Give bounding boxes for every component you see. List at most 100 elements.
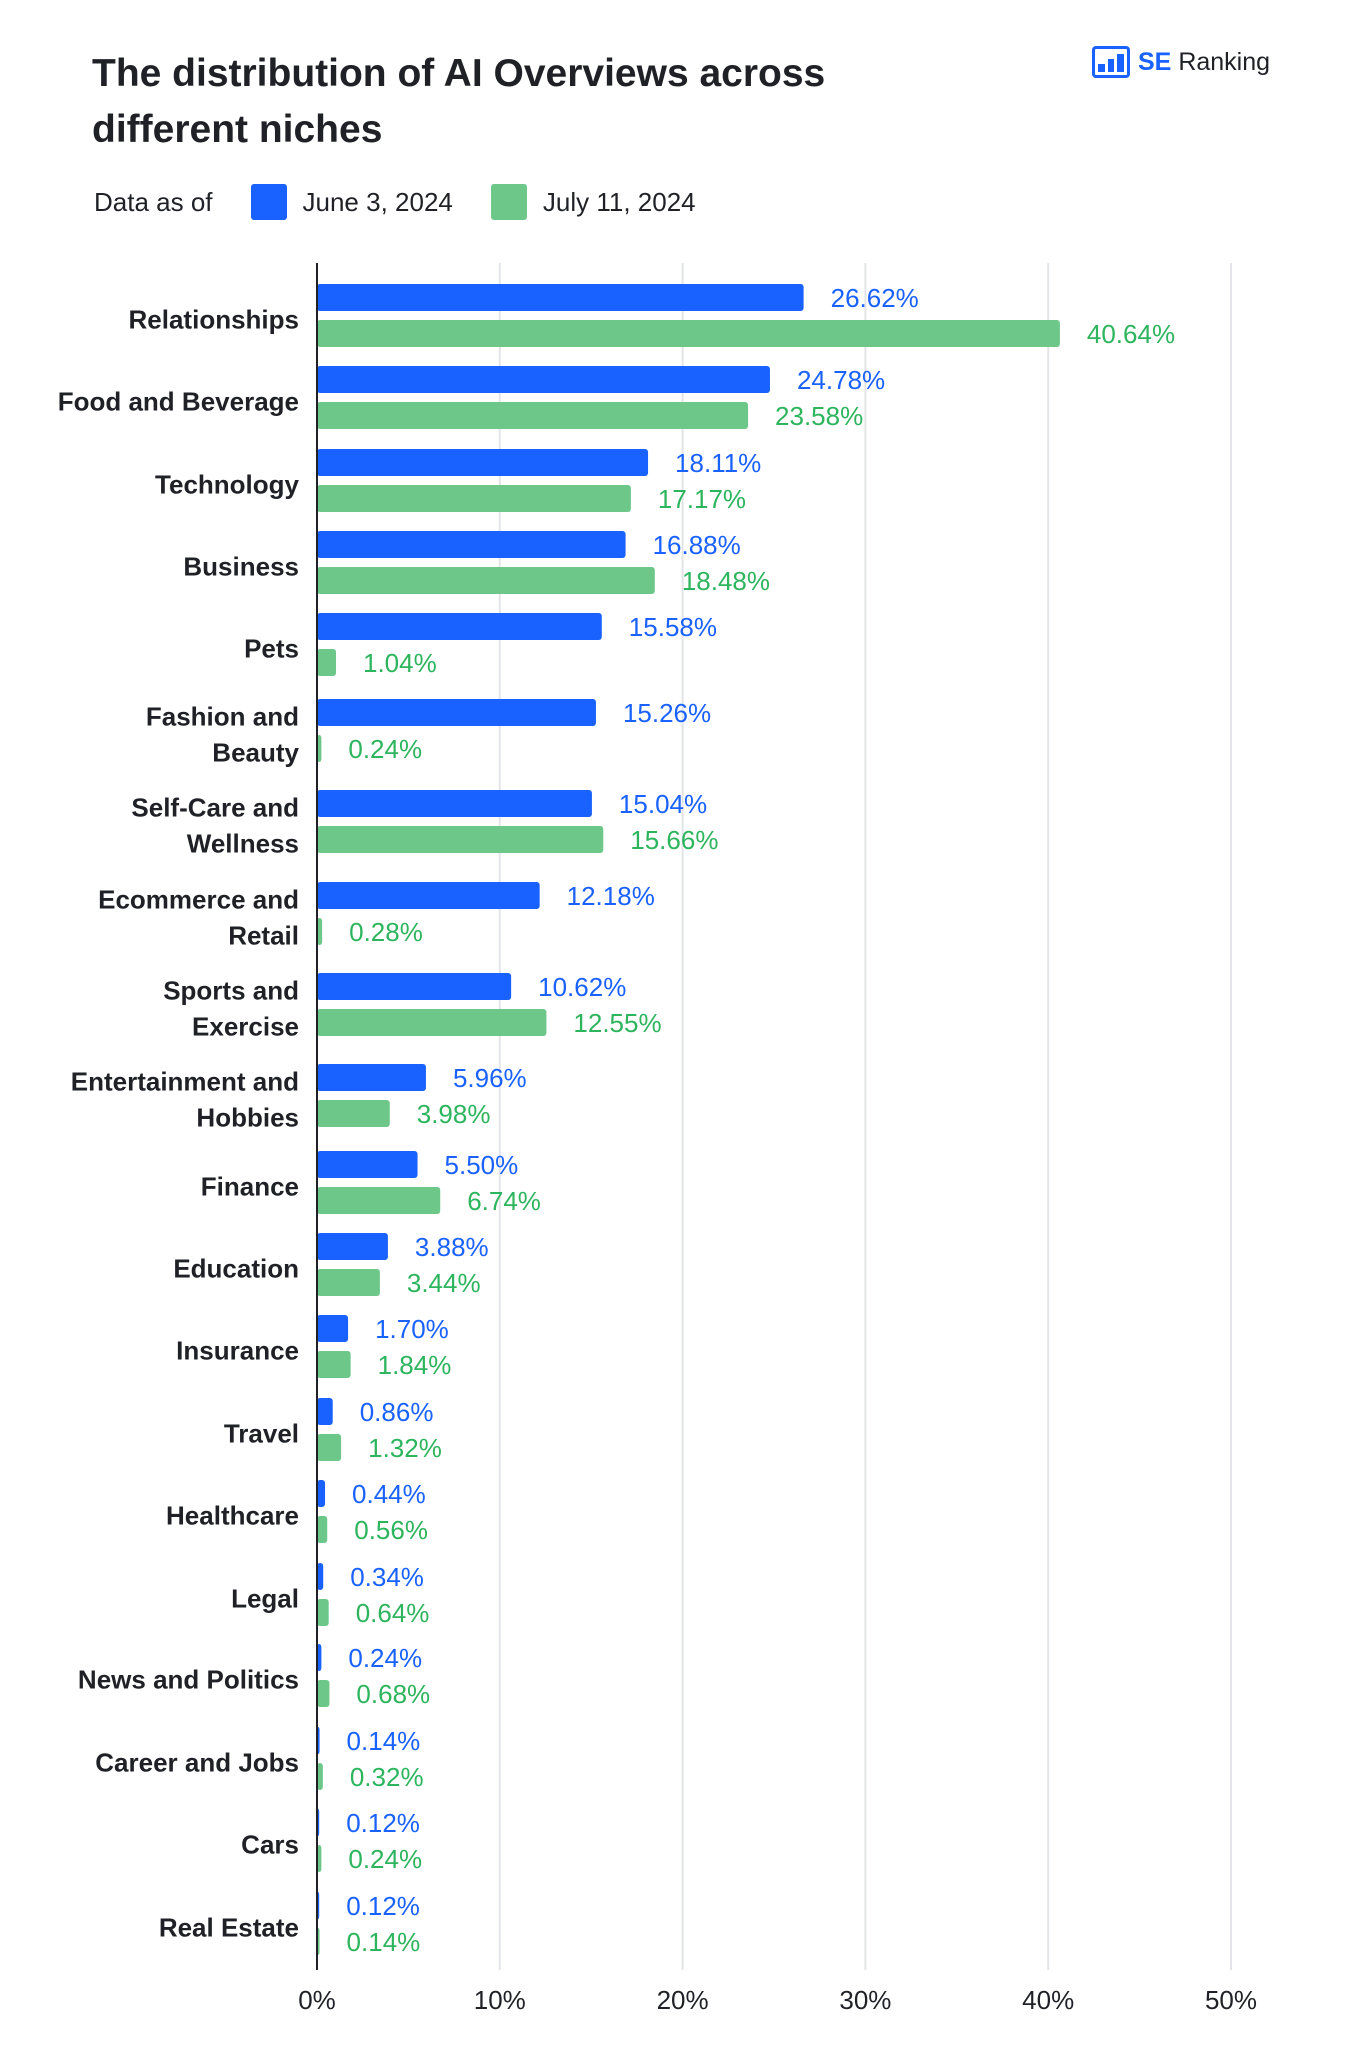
- data-label: 23.58%: [775, 401, 863, 431]
- data-label: 0.24%: [348, 734, 422, 764]
- bar-june: [317, 366, 770, 393]
- category-label: Healthcare: [166, 1501, 299, 1531]
- bar-june: [317, 699, 596, 726]
- bar-july: [317, 1763, 323, 1790]
- data-label: 0.12%: [346, 1891, 420, 1921]
- bar-july: [317, 735, 322, 762]
- bar-july: [317, 1187, 441, 1214]
- bar-july: [317, 1516, 328, 1543]
- data-label: 5.96%: [453, 1063, 527, 1093]
- legend-label: Data as of: [94, 186, 213, 217]
- bar-june: [317, 1151, 418, 1178]
- category-label: Entertainment and: [71, 1067, 299, 1097]
- data-label: 0.56%: [354, 1515, 428, 1545]
- bar-june: [317, 449, 649, 476]
- legend-swatch-july: [490, 184, 527, 220]
- bar-june: [317, 613, 602, 640]
- category-label: Ecommerce and: [98, 885, 299, 915]
- legend-item-june: June 3, 2024: [302, 186, 453, 217]
- bar-july: [317, 826, 604, 853]
- logo-ranking-text: Ranking: [1178, 47, 1271, 76]
- data-label: 0.44%: [352, 1479, 426, 1509]
- data-label: 0.14%: [347, 1927, 421, 1957]
- x-tick-label: 30%: [839, 1985, 891, 2015]
- x-tick-label: 10%: [474, 1985, 526, 2015]
- category-label: Beauty: [212, 738, 299, 768]
- bar-june: [317, 1480, 326, 1507]
- data-label: 17.17%: [658, 484, 746, 514]
- category-label: Wellness: [187, 829, 299, 859]
- legend-swatch-june: [250, 184, 287, 220]
- bar-july: [317, 649, 337, 676]
- bar-july: [317, 918, 323, 945]
- category-label: Food and Beverage: [58, 387, 299, 417]
- bar-july: [317, 1845, 322, 1872]
- bar-june: [317, 531, 626, 558]
- category-label: Cars: [241, 1830, 299, 1860]
- category-label: Education: [173, 1254, 299, 1284]
- logo-se-text: SE: [1138, 47, 1172, 76]
- data-label: 0.64%: [356, 1598, 430, 1628]
- category-label: Real Estate: [159, 1913, 299, 1943]
- category-label: Insurance: [176, 1336, 299, 1366]
- category-label: Exercise: [192, 1012, 299, 1042]
- data-label: 0.28%: [349, 917, 423, 947]
- bar-june: [317, 882, 540, 909]
- data-label: 15.66%: [630, 825, 718, 855]
- category-label: Technology: [155, 470, 300, 500]
- data-label: 0.14%: [347, 1726, 421, 1756]
- x-tick-label: 40%: [1022, 1985, 1074, 2015]
- data-label: 12.55%: [573, 1008, 661, 1038]
- data-label: 0.24%: [348, 1844, 422, 1874]
- bar-june: [317, 1398, 333, 1425]
- data-label: 12.18%: [567, 881, 655, 911]
- bar-july: [317, 320, 1060, 347]
- category-label: Finance: [201, 1172, 299, 1202]
- data-label: 0.68%: [356, 1679, 430, 1709]
- category-label: Fashion and: [146, 702, 299, 732]
- category-label: Business: [183, 552, 299, 582]
- data-label: 0.86%: [360, 1397, 434, 1427]
- data-label: 15.58%: [629, 612, 717, 642]
- bar-june: [317, 973, 512, 1000]
- category-label: Legal: [231, 1584, 299, 1614]
- category-label: Relationships: [129, 305, 299, 335]
- data-label: 1.04%: [363, 648, 437, 678]
- data-label: 0.34%: [350, 1562, 424, 1592]
- category-label: News and Politics: [78, 1665, 299, 1695]
- data-label: 1.32%: [368, 1433, 442, 1463]
- bar-july: [317, 1434, 342, 1461]
- bar-june: [317, 1315, 349, 1342]
- bar-july: [317, 402, 749, 429]
- category-label: Sports and: [163, 976, 299, 1006]
- bar-july: [317, 1100, 390, 1127]
- data-label: 1.84%: [378, 1350, 452, 1380]
- data-label: 5.50%: [445, 1150, 519, 1180]
- data-label: 24.78%: [797, 365, 885, 395]
- category-label: Pets: [244, 634, 299, 664]
- bar-july: [317, 1269, 380, 1296]
- data-label: 26.62%: [831, 283, 919, 313]
- category-label: Hobbies: [196, 1103, 299, 1133]
- data-label: 0.24%: [348, 1643, 422, 1673]
- bar-june: [317, 284, 804, 311]
- data-label: 0.32%: [350, 1762, 424, 1792]
- data-label: 18.11%: [675, 448, 761, 478]
- bar-june: [317, 1064, 426, 1091]
- bar-july: [317, 567, 655, 594]
- legend: Data as of June 3, 2024 July 11, 2024: [94, 184, 696, 220]
- data-label: 40.64%: [1087, 319, 1175, 349]
- data-label: 15.26%: [623, 698, 711, 728]
- x-tick-label: 50%: [1205, 1985, 1257, 2015]
- bar-june: [317, 790, 592, 817]
- se-ranking-logo: SE Ranking: [1092, 46, 1270, 78]
- x-tick-label: 20%: [657, 1985, 709, 2015]
- chart-title: The distribution of AI Overviews across …: [92, 52, 826, 151]
- bar-july: [317, 1599, 329, 1626]
- bar-june: [317, 1233, 388, 1260]
- data-label: 18.48%: [682, 566, 770, 596]
- data-label: 3.88%: [415, 1232, 489, 1262]
- bar-july: [317, 485, 631, 512]
